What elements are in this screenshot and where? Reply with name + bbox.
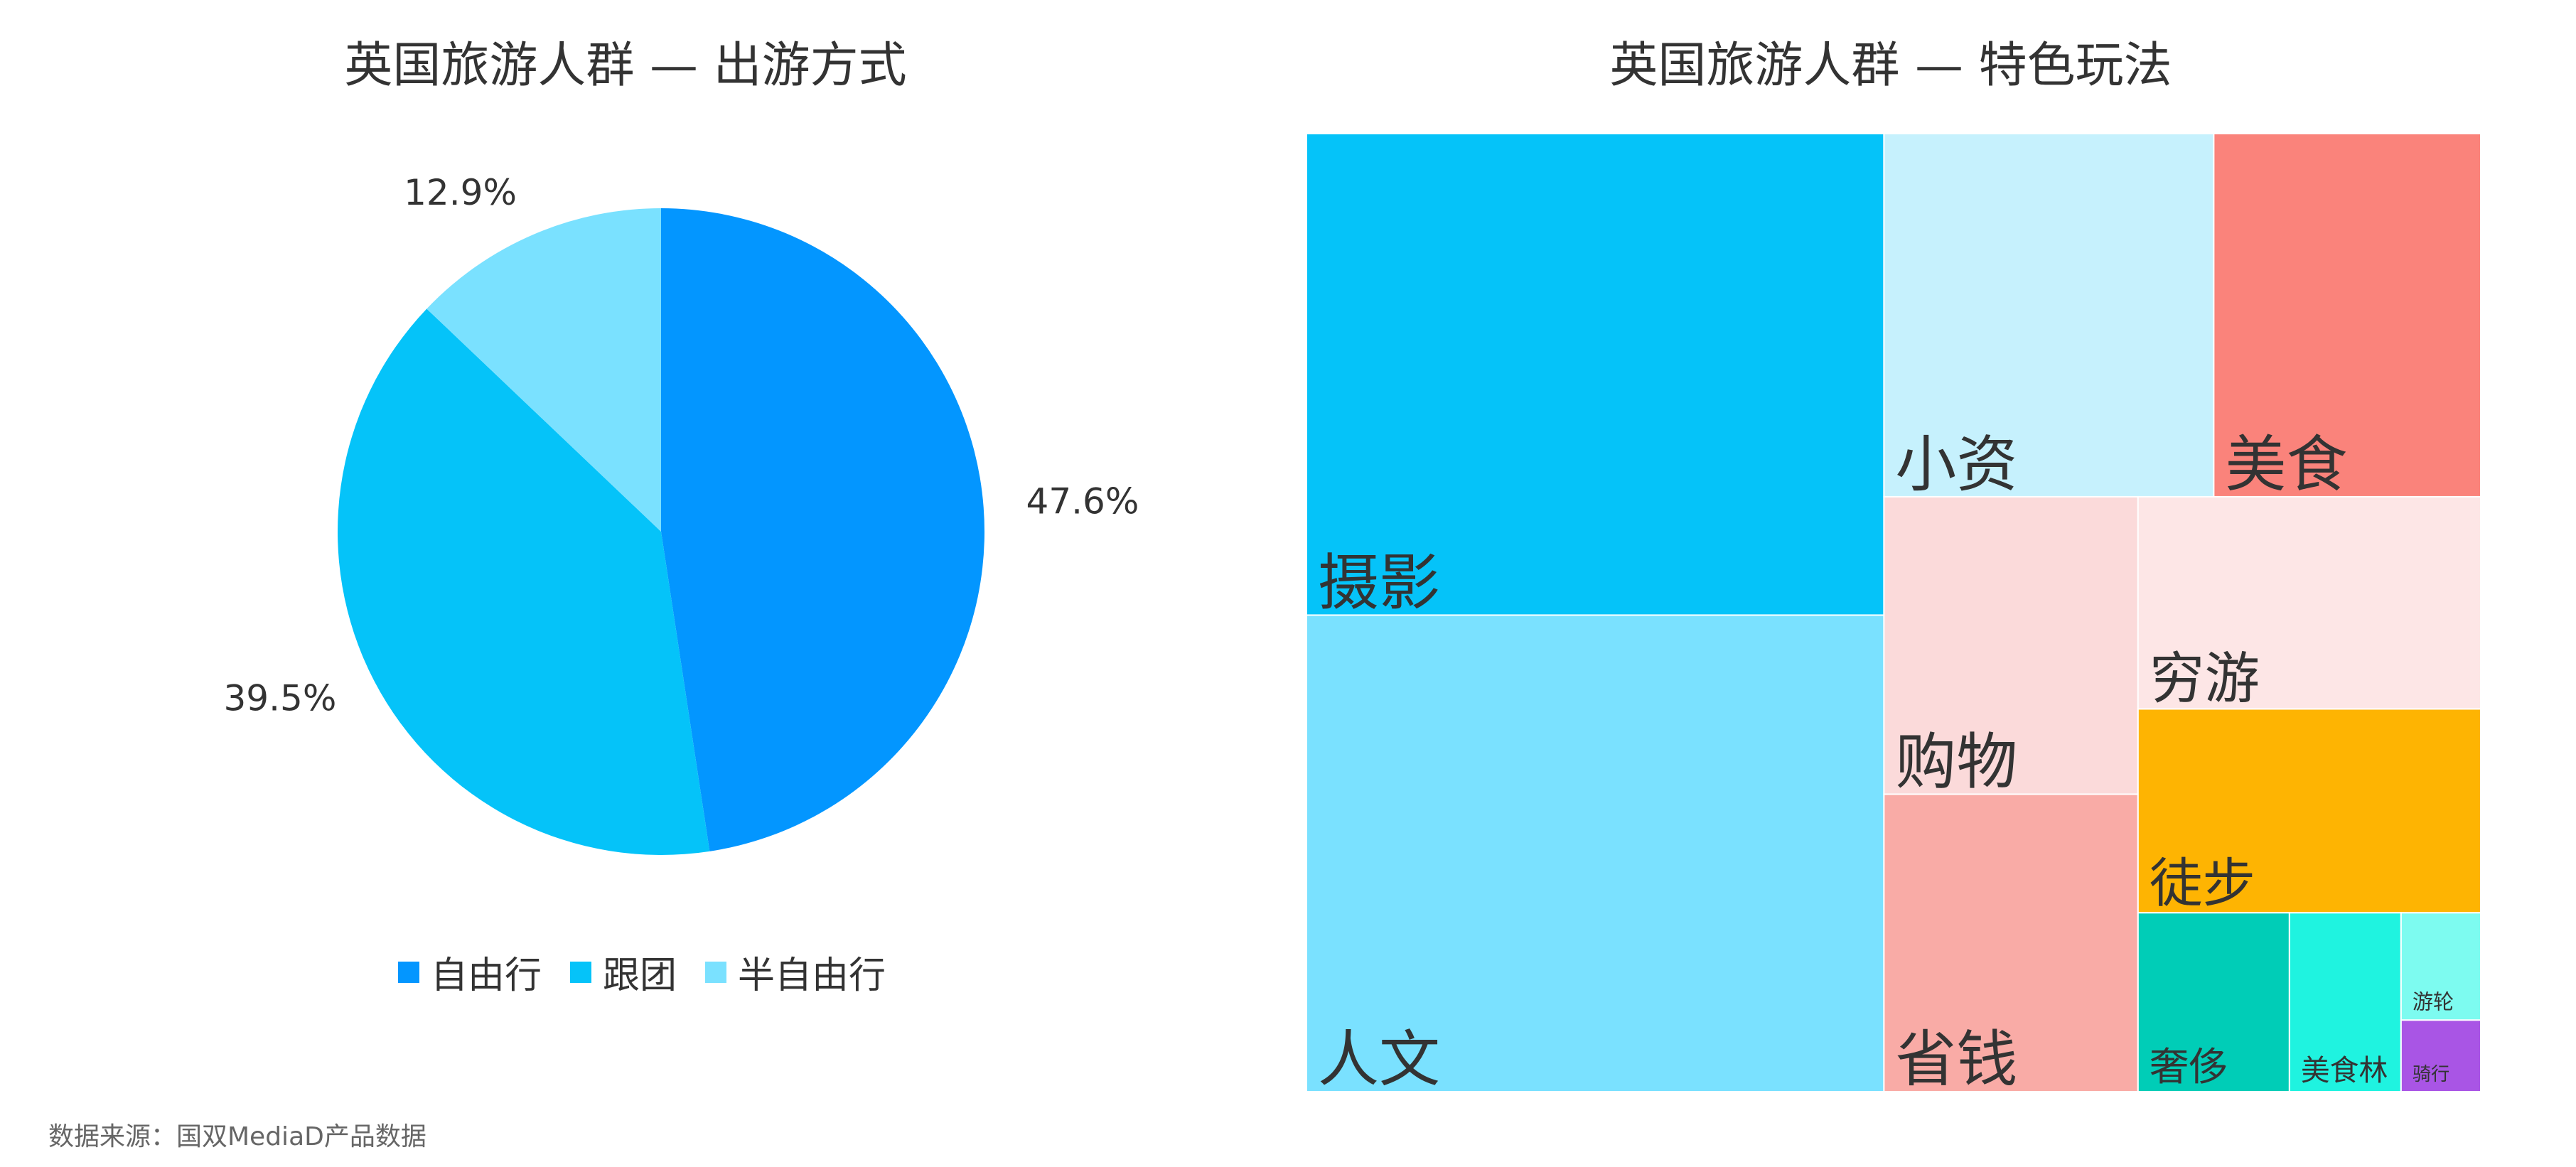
treemap-cell-6[interactable] bbox=[1883, 793, 2139, 1093]
treemap-cell-8[interactable] bbox=[2137, 708, 2481, 914]
pie-slice-label-1: 47.6% bbox=[1026, 481, 1139, 522]
legend-swatch-semi-self-guided bbox=[705, 961, 727, 983]
treemap-cell-9[interactable] bbox=[2137, 912, 2290, 1093]
legend-swatch-group-tour bbox=[570, 961, 592, 983]
pie-chart: 47.6% 39.5% 12.9% bbox=[224, 172, 1139, 855]
pie-legend: 自由行 跟团 半自由行 bbox=[398, 945, 886, 999]
pie-slice-2[interactable] bbox=[338, 308, 710, 855]
legend-item-semi-self-guided[interactable]: 半自由行 bbox=[705, 945, 886, 999]
legend-label-group-tour: 跟团 bbox=[603, 954, 677, 997]
pie-slice-label-3: 12.9% bbox=[404, 172, 517, 213]
treemap-label-3: 小资 bbox=[1895, 429, 2017, 500]
treemap-cell-2[interactable] bbox=[1306, 614, 1885, 1092]
treemap-cell-12[interactable] bbox=[2400, 1019, 2481, 1093]
treemap-cell-11[interactable] bbox=[2400, 912, 2481, 1021]
pie-slice-1[interactable] bbox=[661, 208, 985, 851]
treemap-label-4: 美食 bbox=[2225, 429, 2347, 500]
pie-chart-title: 英国旅游人群 — 出游方式 bbox=[344, 38, 907, 94]
treemap-cell-4[interactable] bbox=[2213, 133, 2482, 498]
treemap-cell-10[interactable] bbox=[2288, 912, 2402, 1093]
treemap-chart-title: 英国旅游人群 — 特色玩法 bbox=[1609, 38, 2172, 94]
treemap-cell-5[interactable] bbox=[1883, 495, 2139, 795]
treemap-label-6: 省钱 bbox=[1895, 1024, 2017, 1095]
treemap-label-7: 穷游 bbox=[2150, 647, 2260, 711]
legend-item-group-tour[interactable]: 跟团 bbox=[570, 945, 677, 999]
data-source-note: 数据来源：国双MediaD产品数据 bbox=[48, 1122, 426, 1151]
treemap-cell-7[interactable] bbox=[2137, 495, 2481, 710]
treemap-label-8: 徒步 bbox=[2150, 852, 2255, 914]
legend-label-semi-self-guided: 半自由行 bbox=[738, 954, 886, 997]
pie-slice-3[interactable] bbox=[426, 208, 661, 532]
treemap-label-12: 骑行 bbox=[2413, 1064, 2449, 1085]
legend-item-self-guided[interactable]: 自由行 bbox=[398, 945, 542, 999]
treemap-label-5: 购物 bbox=[1895, 726, 2017, 797]
legend-swatch-self-guided bbox=[398, 961, 419, 983]
treemap-cell-1[interactable] bbox=[1306, 133, 1885, 616]
legend-label-self-guided: 自由行 bbox=[431, 954, 542, 997]
treemap-label-10: 美食林 bbox=[2301, 1053, 2388, 1087]
treemap-label-1: 摄影 bbox=[1318, 547, 1440, 618]
treemap-label-9: 奢侈 bbox=[2150, 1045, 2228, 1090]
treemap-label-2: 人文 bbox=[1318, 1024, 1440, 1095]
pie-slice-label-2: 39.5% bbox=[224, 678, 337, 719]
treemap-label-11: 游轮 bbox=[2413, 989, 2454, 1013]
